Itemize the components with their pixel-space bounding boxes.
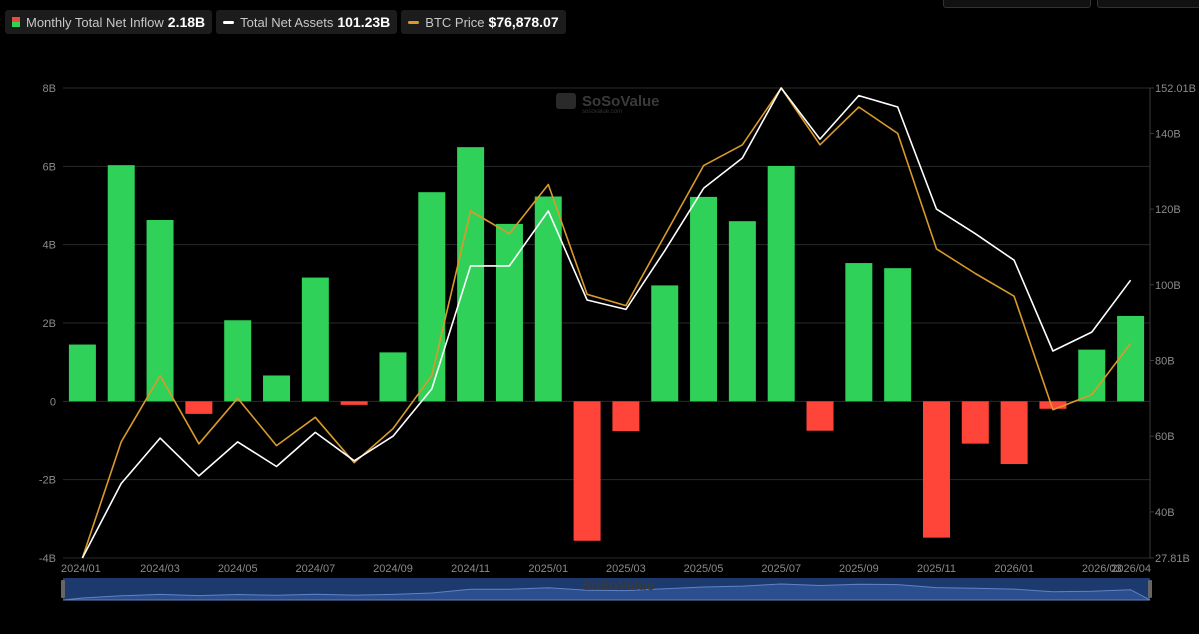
legend-btc-label: BTC Price [425, 14, 485, 30]
navigator-series [62, 583, 1151, 601]
x-tick-label: 2025/03 [606, 563, 646, 575]
y-axis-left: 8B 6B 4B 2B 0 -2B -4B [39, 83, 56, 565]
white-line-swatch-icon [223, 20, 235, 24]
watermark-top: SoSoValue sosovalue.com [556, 93, 660, 115]
inflow-bar[interactable] [612, 401, 640, 432]
inflow-bar[interactable] [379, 352, 407, 402]
inflow-bar[interactable] [457, 147, 485, 402]
inflow-bar[interactable] [224, 320, 252, 402]
x-tick-label: 2024/03 [140, 563, 180, 575]
inflow-bar[interactable] [185, 401, 213, 414]
y-right-tick-label: 152.01B [1155, 83, 1196, 95]
x-tick-label: 2024/01 [61, 563, 101, 575]
y-right-tick-label: 120B [1155, 204, 1181, 216]
x-tick-label: 2026/04 [1111, 563, 1151, 575]
navigator-right-handle[interactable] [1148, 580, 1152, 598]
inflow-bar[interactable] [961, 401, 989, 444]
legend-inflow-value: 2.18B [167, 14, 206, 30]
y-right-tick-label: 80B [1155, 356, 1175, 368]
inflow-bar[interactable] [68, 344, 96, 402]
inflow-bar[interactable] [884, 268, 912, 402]
y-right-tick-label: 40B [1155, 507, 1175, 519]
y-left-tick-label: 6B [43, 161, 56, 173]
x-tick-label: 2026/03 [1082, 563, 1122, 575]
inflow-bar[interactable] [1039, 401, 1067, 409]
inflow-bar[interactable] [651, 285, 679, 402]
y-right-tick-label: 27.81B [1155, 553, 1190, 565]
inflow-bar[interactable] [1078, 349, 1106, 402]
x-tick-label: 2024/05 [218, 563, 258, 575]
inflow-bar[interactable] [418, 192, 446, 402]
top-control-button[interactable] [943, 0, 1091, 8]
y-left-tick-label: 4B [43, 240, 56, 252]
inflow-bar[interactable] [767, 165, 795, 402]
inflow-bar[interactable] [146, 219, 174, 402]
y-left-tick-label: -4B [39, 553, 56, 565]
x-tick-label: 2024/11 [451, 563, 490, 575]
legend-btc-value: $76,878.07 [488, 14, 559, 30]
y-right-tick-label: 60B [1155, 431, 1175, 443]
inflow-bar[interactable] [107, 165, 135, 402]
inflow-bar[interactable] [534, 196, 562, 402]
bar-swatch-icon [12, 17, 20, 27]
navigator[interactable]: SoSoValue [61, 577, 1152, 601]
watermark-sub: sosovalue.com [582, 109, 622, 115]
inflow-bar[interactable] [495, 223, 523, 402]
watermark-brand-navigator: SoSoValue [582, 577, 655, 593]
top-control-button-2[interactable] [1097, 0, 1199, 8]
y-axis-right: 152.01B 140B 120B 100B 80B 60B 40B 27.81B [1150, 83, 1196, 565]
orange-line-swatch-icon [408, 20, 420, 24]
watermark-brand: SoSoValue [582, 93, 660, 110]
legend-inflow-label: Monthly Total Net Inflow [26, 14, 164, 30]
navigator-left-handle[interactable] [61, 580, 65, 598]
legend-assets-value: 101.23B [337, 14, 391, 30]
y-left-tick-label: 8B [43, 83, 56, 95]
inflow-bar[interactable] [922, 401, 950, 538]
x-tick-label: 2024/09 [373, 563, 413, 575]
inflow-bar[interactable] [690, 196, 718, 402]
inflow-bar[interactable] [301, 277, 329, 402]
inflow-bar[interactable] [263, 375, 291, 402]
x-tick-label: 2025/11 [917, 563, 956, 575]
inflow-bars [68, 147, 1145, 541]
legend-item-btc[interactable]: BTC Price $76,878.07 [401, 10, 566, 34]
y-right-tick-label: 100B [1155, 280, 1181, 292]
x-tick-label: 2024/07 [295, 563, 335, 575]
total-net-assets-line[interactable] [81, 87, 1132, 559]
y-left-tick-label: 0 [50, 396, 56, 408]
grid-lines [63, 87, 1151, 559]
btc-price-line[interactable] [81, 87, 1132, 559]
x-tick-label: 2025/05 [684, 563, 724, 575]
inflow-bar[interactable] [573, 401, 601, 541]
y-left-tick-label: -2B [39, 475, 56, 487]
line-series [81, 87, 1132, 559]
inflow-bar[interactable] [728, 221, 756, 402]
legend-item-inflow[interactable]: Monthly Total Net Inflow 2.18B [5, 10, 213, 34]
x-tick-label: 2026/01 [994, 563, 1034, 575]
legend: Monthly Total Net Inflow 2.18B Total Net… [5, 10, 566, 34]
inflow-bar[interactable] [845, 263, 873, 402]
y-right-tick-label: 140B [1155, 128, 1181, 140]
x-tick-label: 2025/09 [839, 563, 879, 575]
inflow-bar[interactable] [340, 401, 368, 405]
legend-item-assets[interactable]: Total Net Assets 101.23B [216, 10, 398, 34]
inflow-bar[interactable] [1117, 315, 1145, 402]
inflow-bar[interactable] [806, 401, 834, 431]
inflow-bar[interactable] [1000, 401, 1028, 464]
x-tick-label: 2025/01 [528, 563, 568, 575]
y-left-tick-label: 2B [43, 318, 56, 330]
x-axis: 2024/01 2024/03 2024/05 2024/07 2024/09 2024/… [61, 563, 1151, 575]
x-tick-label: 2025/07 [761, 563, 801, 575]
legend-assets-label: Total Net Assets [240, 14, 334, 30]
